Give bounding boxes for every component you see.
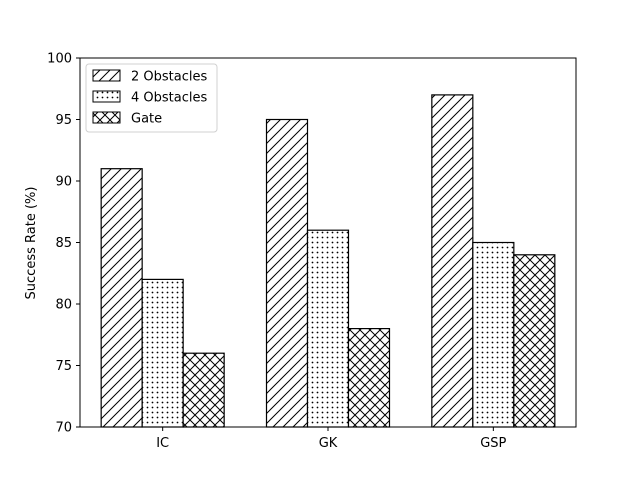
x-tick-label: IC	[156, 436, 169, 451]
legend-label: 4 Obstacles	[131, 91, 207, 106]
y-tick-label: 85	[55, 236, 72, 251]
y-tick-label: 70	[55, 421, 72, 436]
legend-label: 2 Obstacles	[131, 70, 207, 85]
legend-swatch-dots	[92, 90, 121, 103]
y-tick-label: 100	[47, 52, 72, 67]
bar-crosshatch-gsp	[513, 254, 556, 428]
y-axis-label: Success Rate (%)	[24, 187, 39, 300]
x-tick-label: GSP	[480, 436, 506, 451]
bar-crosshatch-gk	[347, 328, 391, 428]
y-tick-label: 75	[55, 359, 72, 374]
bar-diagonal-gk	[265, 118, 309, 428]
legend-swatch-crosshatch	[92, 111, 121, 124]
y-tick-label: 90	[55, 175, 72, 190]
bar-dots-ic	[141, 278, 184, 428]
legend-swatch-diagonal	[92, 69, 121, 82]
bar-diagonal-ic	[100, 168, 143, 428]
bars-layer	[100, 94, 556, 428]
bar-dots-gsp	[472, 241, 515, 428]
bar-diagonal-gsp	[431, 94, 474, 428]
bar-crosshatch-ic	[182, 352, 225, 428]
y-tick-label: 95	[55, 113, 72, 128]
bar-dots-gk	[306, 229, 350, 428]
x-tick-label: GK	[319, 436, 338, 451]
y-tick-label: 80	[55, 298, 72, 313]
legend: 2 Obstacles 4 Obstacles Gate	[85, 63, 218, 133]
legend-label: Gate	[131, 112, 162, 127]
axes-layer: 70 75 80 85 90 95 100 IC GK GSP	[47, 52, 577, 451]
